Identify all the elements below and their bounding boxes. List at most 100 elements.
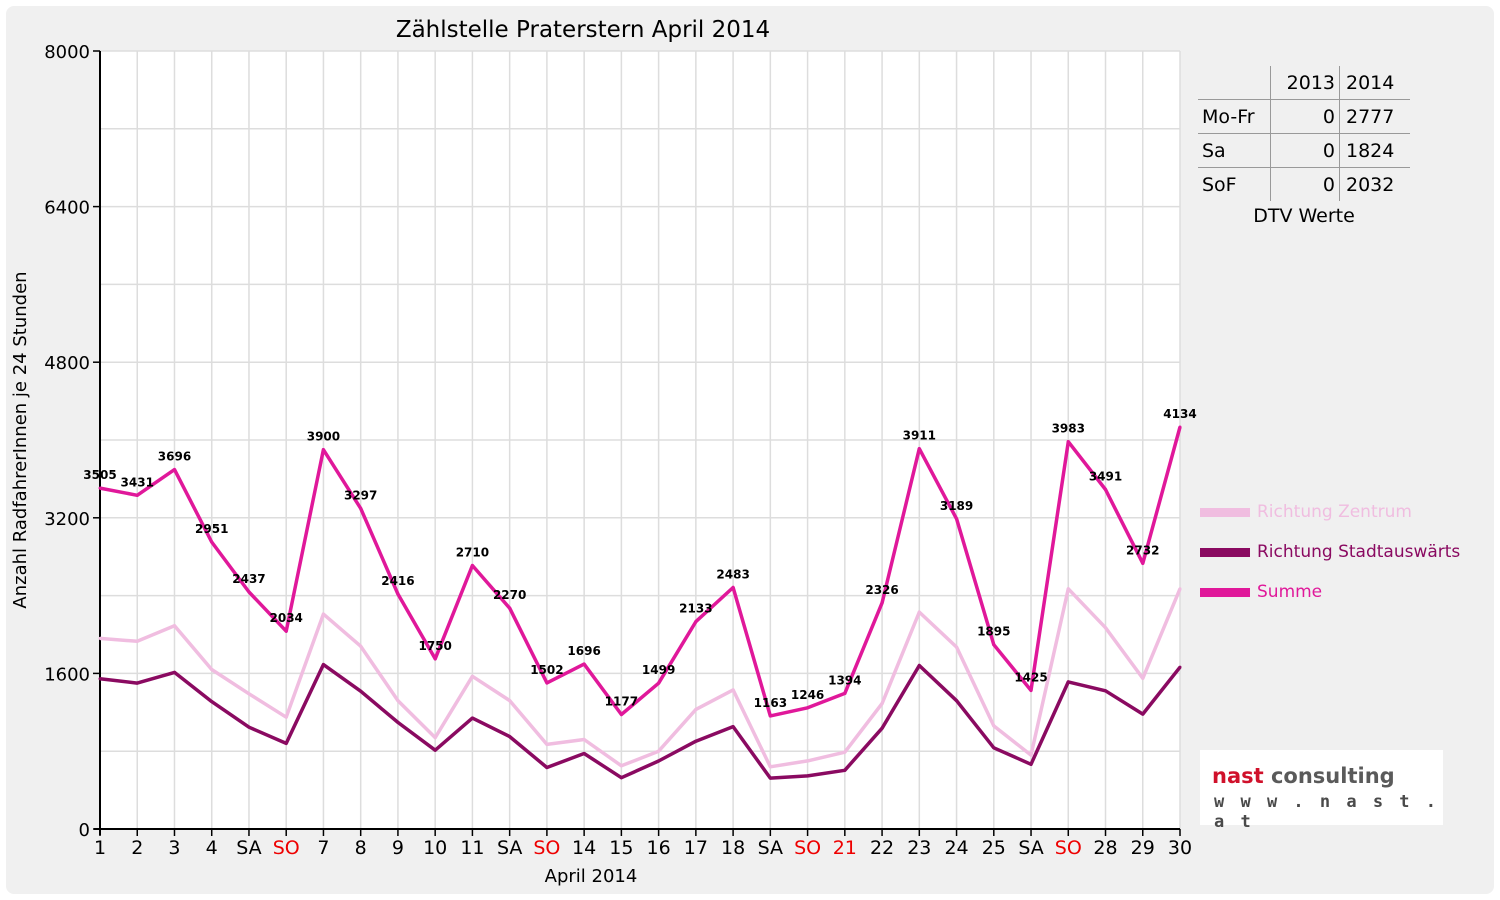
data-point: [98, 636, 102, 640]
dtv-header-2013: 2013: [1270, 66, 1340, 100]
data-point: [172, 624, 176, 628]
data-label: 1425: [1014, 670, 1047, 684]
data-label: 3983: [1052, 422, 1085, 436]
data-label: 1394: [828, 673, 861, 687]
data-point: [470, 674, 474, 678]
data-label: 2732: [1126, 543, 1159, 557]
data-label: 1696: [567, 644, 600, 658]
x-tick-label: 10: [423, 837, 447, 859]
data-label: 3505: [83, 468, 116, 482]
data-point: [694, 739, 698, 743]
x-tick-label: 29: [1131, 837, 1155, 859]
x-tick-label: SO: [533, 837, 560, 859]
data-label: 1502: [530, 663, 563, 677]
data-label: 3696: [158, 450, 191, 464]
data-label: 3189: [940, 499, 973, 513]
data-point: [843, 691, 847, 695]
dtv-row-label: SoF: [1198, 167, 1271, 201]
data-label: 1177: [605, 695, 638, 709]
y-tick-label: 4800: [44, 353, 90, 374]
dtv-cell-2014: 2032: [1346, 173, 1395, 196]
x-tick-label: 9: [392, 837, 404, 859]
data-point: [545, 681, 549, 685]
data-point: [657, 681, 661, 685]
data-point: [247, 725, 251, 729]
data-point: [731, 688, 735, 692]
x-tick-label: 11: [460, 837, 484, 859]
data-point: [917, 447, 921, 451]
data-point: [619, 764, 623, 768]
legend-label: Richtung Stadtauswärts: [1257, 542, 1461, 562]
x-tick-label: 30: [1168, 837, 1192, 859]
data-point: [768, 765, 772, 769]
table-row: Mo-Fr 0 2777: [1198, 99, 1410, 134]
data-label: 3900: [307, 430, 340, 444]
data-point: [619, 713, 623, 717]
x-tick-label: 3: [168, 837, 180, 859]
x-tick-label: 4: [206, 837, 218, 859]
data-point: [433, 657, 437, 661]
x-tick-label: 24: [944, 837, 968, 859]
data-point: [284, 629, 288, 633]
data-point: [582, 738, 586, 742]
data-point: [470, 716, 474, 720]
x-tick-label: 25: [982, 837, 1006, 859]
dtv-row-label: Mo-Fr: [1198, 99, 1271, 134]
table-row: SoF 0 2032: [1198, 167, 1410, 201]
legend-item-stadtauswaerts: Richtung Stadtauswärts: [1200, 532, 1460, 572]
data-point: [768, 776, 772, 780]
data-point: [582, 662, 586, 666]
data-point: [433, 736, 437, 740]
data-point: [470, 563, 474, 567]
data-point: [1104, 689, 1108, 693]
dtv-cell-2013: 0: [1270, 99, 1340, 134]
x-tick-label: SA: [236, 837, 261, 859]
data-label: 2437: [232, 572, 265, 586]
data-point: [992, 724, 996, 728]
x-tick-label: SO: [794, 837, 821, 859]
legend-label: Summe: [1257, 582, 1323, 602]
data-point: [135, 681, 139, 685]
data-point: [1104, 626, 1108, 630]
data-label: 1163: [754, 696, 787, 710]
data-point: [1066, 440, 1070, 444]
dtv-header-2014: 2014: [1339, 66, 1410, 100]
dtv-header-blank: [1198, 66, 1271, 100]
dtv-row-label: Sa: [1198, 133, 1271, 168]
x-tick-label: 1: [94, 837, 106, 859]
data-point: [843, 750, 847, 754]
data-point: [210, 700, 214, 704]
x-tick-label: 23: [907, 837, 931, 859]
data-point: [731, 725, 735, 729]
series-line: [99, 587, 1182, 769]
data-point: [321, 663, 325, 667]
data-point: [955, 699, 959, 703]
x-tick-label: 2: [131, 837, 143, 859]
x-tick-label: SA: [758, 837, 783, 859]
data-point: [210, 540, 214, 544]
data-point: [992, 746, 996, 750]
x-tick-label: 7: [317, 837, 329, 859]
data-point: [1178, 587, 1182, 591]
data-point: [172, 670, 176, 674]
data-point: [880, 726, 884, 730]
y-tick-label: 8000: [44, 42, 90, 63]
x-tick-label: 14: [572, 837, 596, 859]
data-point: [396, 592, 400, 596]
data-point: [992, 643, 996, 647]
data-point: [396, 720, 400, 724]
data-point: [1066, 587, 1070, 591]
data-point: [98, 486, 102, 490]
y-axis-label: Anzahl RadfahrerInnen je 24 Stunden: [10, 271, 31, 608]
data-point: [768, 714, 772, 718]
x-tick-label: SO: [1055, 837, 1082, 859]
data-point: [582, 752, 586, 756]
legend-item-zentrum: Richtung Zentrum: [1200, 492, 1460, 532]
data-point: [284, 715, 288, 719]
dtv-table: 2013 2014 Mo-Fr 0 2777 Sa 0 1824 SoF 0 2…: [1198, 66, 1414, 227]
data-point: [172, 468, 176, 472]
dtv-cell-2013: 0: [1270, 167, 1340, 201]
data-point: [657, 759, 661, 763]
data-point: [880, 702, 884, 706]
